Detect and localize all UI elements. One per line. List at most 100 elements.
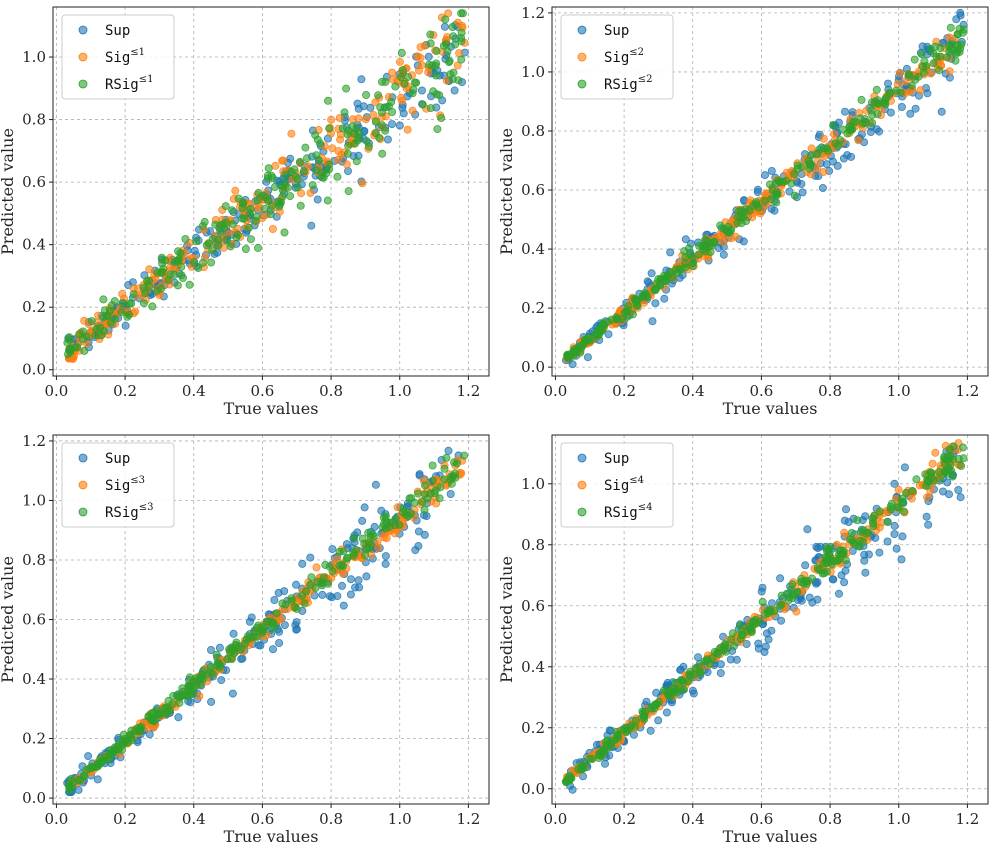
scatter-point [648, 317, 657, 326]
scatter-point [688, 262, 697, 271]
scatter-point [460, 451, 469, 460]
scatter-point [207, 697, 216, 706]
x-tick-label: 0.4 [182, 810, 206, 828]
scatter-point [246, 204, 255, 213]
scatter-point [170, 270, 179, 279]
legend-label-sup: Sup [105, 23, 130, 39]
x-tick-label: 0.8 [319, 382, 343, 400]
scatter-point [945, 490, 954, 499]
scatter-point [761, 642, 770, 651]
scatter-point [371, 480, 380, 489]
scatter-point [449, 471, 458, 480]
legend-box [61, 442, 175, 528]
scatter-point [318, 581, 327, 590]
scatter-point [118, 289, 127, 298]
scatter-point [328, 567, 337, 576]
scatter-point [362, 91, 371, 100]
scatter-point [839, 549, 848, 558]
scatter-point [646, 726, 655, 735]
scatter-point [339, 547, 348, 556]
scatter-point [928, 459, 937, 468]
y-tick-label: 0.0 [22, 361, 46, 379]
data-points [63, 446, 469, 797]
scatter-point [739, 237, 748, 246]
scatter-point [601, 759, 610, 768]
scatter-point [407, 494, 416, 503]
scatter-point [105, 755, 114, 764]
scatter-point [854, 136, 863, 145]
scatter-point [840, 528, 849, 537]
y-tick-label: 0.8 [521, 122, 545, 140]
scatter-point [149, 717, 158, 726]
scatter-point [287, 596, 296, 605]
scatter-point [681, 235, 690, 244]
scatter-point [278, 156, 287, 165]
scatter-point [819, 134, 828, 143]
legend-label-sup: Sup [604, 23, 629, 39]
scatter-point [935, 467, 944, 476]
scatter-point [426, 30, 435, 39]
y-tick-label: 1.0 [521, 475, 545, 493]
scatter-point [342, 160, 351, 169]
scatter-point [67, 774, 76, 783]
scatter-point [164, 696, 173, 705]
scatter-point [898, 494, 907, 503]
scatter-point [857, 95, 866, 104]
scatter-point [198, 258, 207, 267]
scatter-point [428, 461, 437, 470]
scatter-point [173, 281, 182, 290]
scatter-point [822, 567, 831, 576]
scatter-point [694, 250, 703, 259]
scatter-point [926, 468, 935, 477]
scatter-point [241, 244, 250, 253]
y-tick-label: 1.0 [521, 63, 545, 81]
scatter-point [366, 103, 375, 112]
scatter-point [923, 493, 932, 502]
scatter-point [153, 286, 162, 295]
scatter-point [376, 103, 385, 112]
scatter-point [896, 69, 905, 78]
scatter-point [141, 289, 150, 298]
scatter-point [954, 454, 963, 463]
scatter-point [212, 650, 221, 659]
scatter-point [84, 752, 93, 761]
y-tick-label: 1.2 [521, 4, 545, 22]
scatter-point [161, 256, 170, 265]
scatter-point [374, 543, 383, 552]
scatter-point [937, 107, 946, 116]
scatter-point [314, 156, 323, 165]
legend-superscript: ≤4 [638, 502, 653, 513]
scatter-point [398, 66, 407, 75]
x-tick-label: 0.4 [681, 810, 705, 828]
scatter-point [185, 673, 194, 682]
scatter-point [803, 525, 812, 534]
scatter-point [420, 530, 429, 539]
scatter-point [907, 81, 916, 90]
scatter-point [446, 489, 455, 498]
scatter-point [776, 601, 785, 610]
scatter-point [881, 100, 890, 109]
scatter-point [307, 573, 316, 582]
scatter-point [202, 241, 211, 250]
scatter-point [208, 246, 217, 255]
y-tick-label: 0.4 [521, 240, 545, 258]
scatter-point [935, 474, 944, 483]
scatter-point [892, 544, 901, 553]
y-tick-label: 1.2 [22, 432, 46, 450]
y-tick-label: 0.6 [22, 173, 46, 191]
x-tick-label: 1.0 [887, 810, 911, 828]
scatter-point [395, 57, 404, 66]
legend-superscript: ≤2 [629, 47, 644, 58]
scatter-point [849, 118, 858, 127]
scatter-point [841, 107, 850, 116]
scatter-point [358, 179, 367, 188]
scatter-point [859, 526, 868, 535]
scatter-point [337, 581, 346, 590]
scatter-point [727, 635, 736, 644]
scatter-point [768, 599, 777, 608]
scatter-point [217, 676, 226, 685]
scatter-point [904, 70, 913, 79]
scatter-point [80, 346, 89, 355]
scatter-point [929, 59, 938, 68]
scatter-point [777, 591, 786, 600]
